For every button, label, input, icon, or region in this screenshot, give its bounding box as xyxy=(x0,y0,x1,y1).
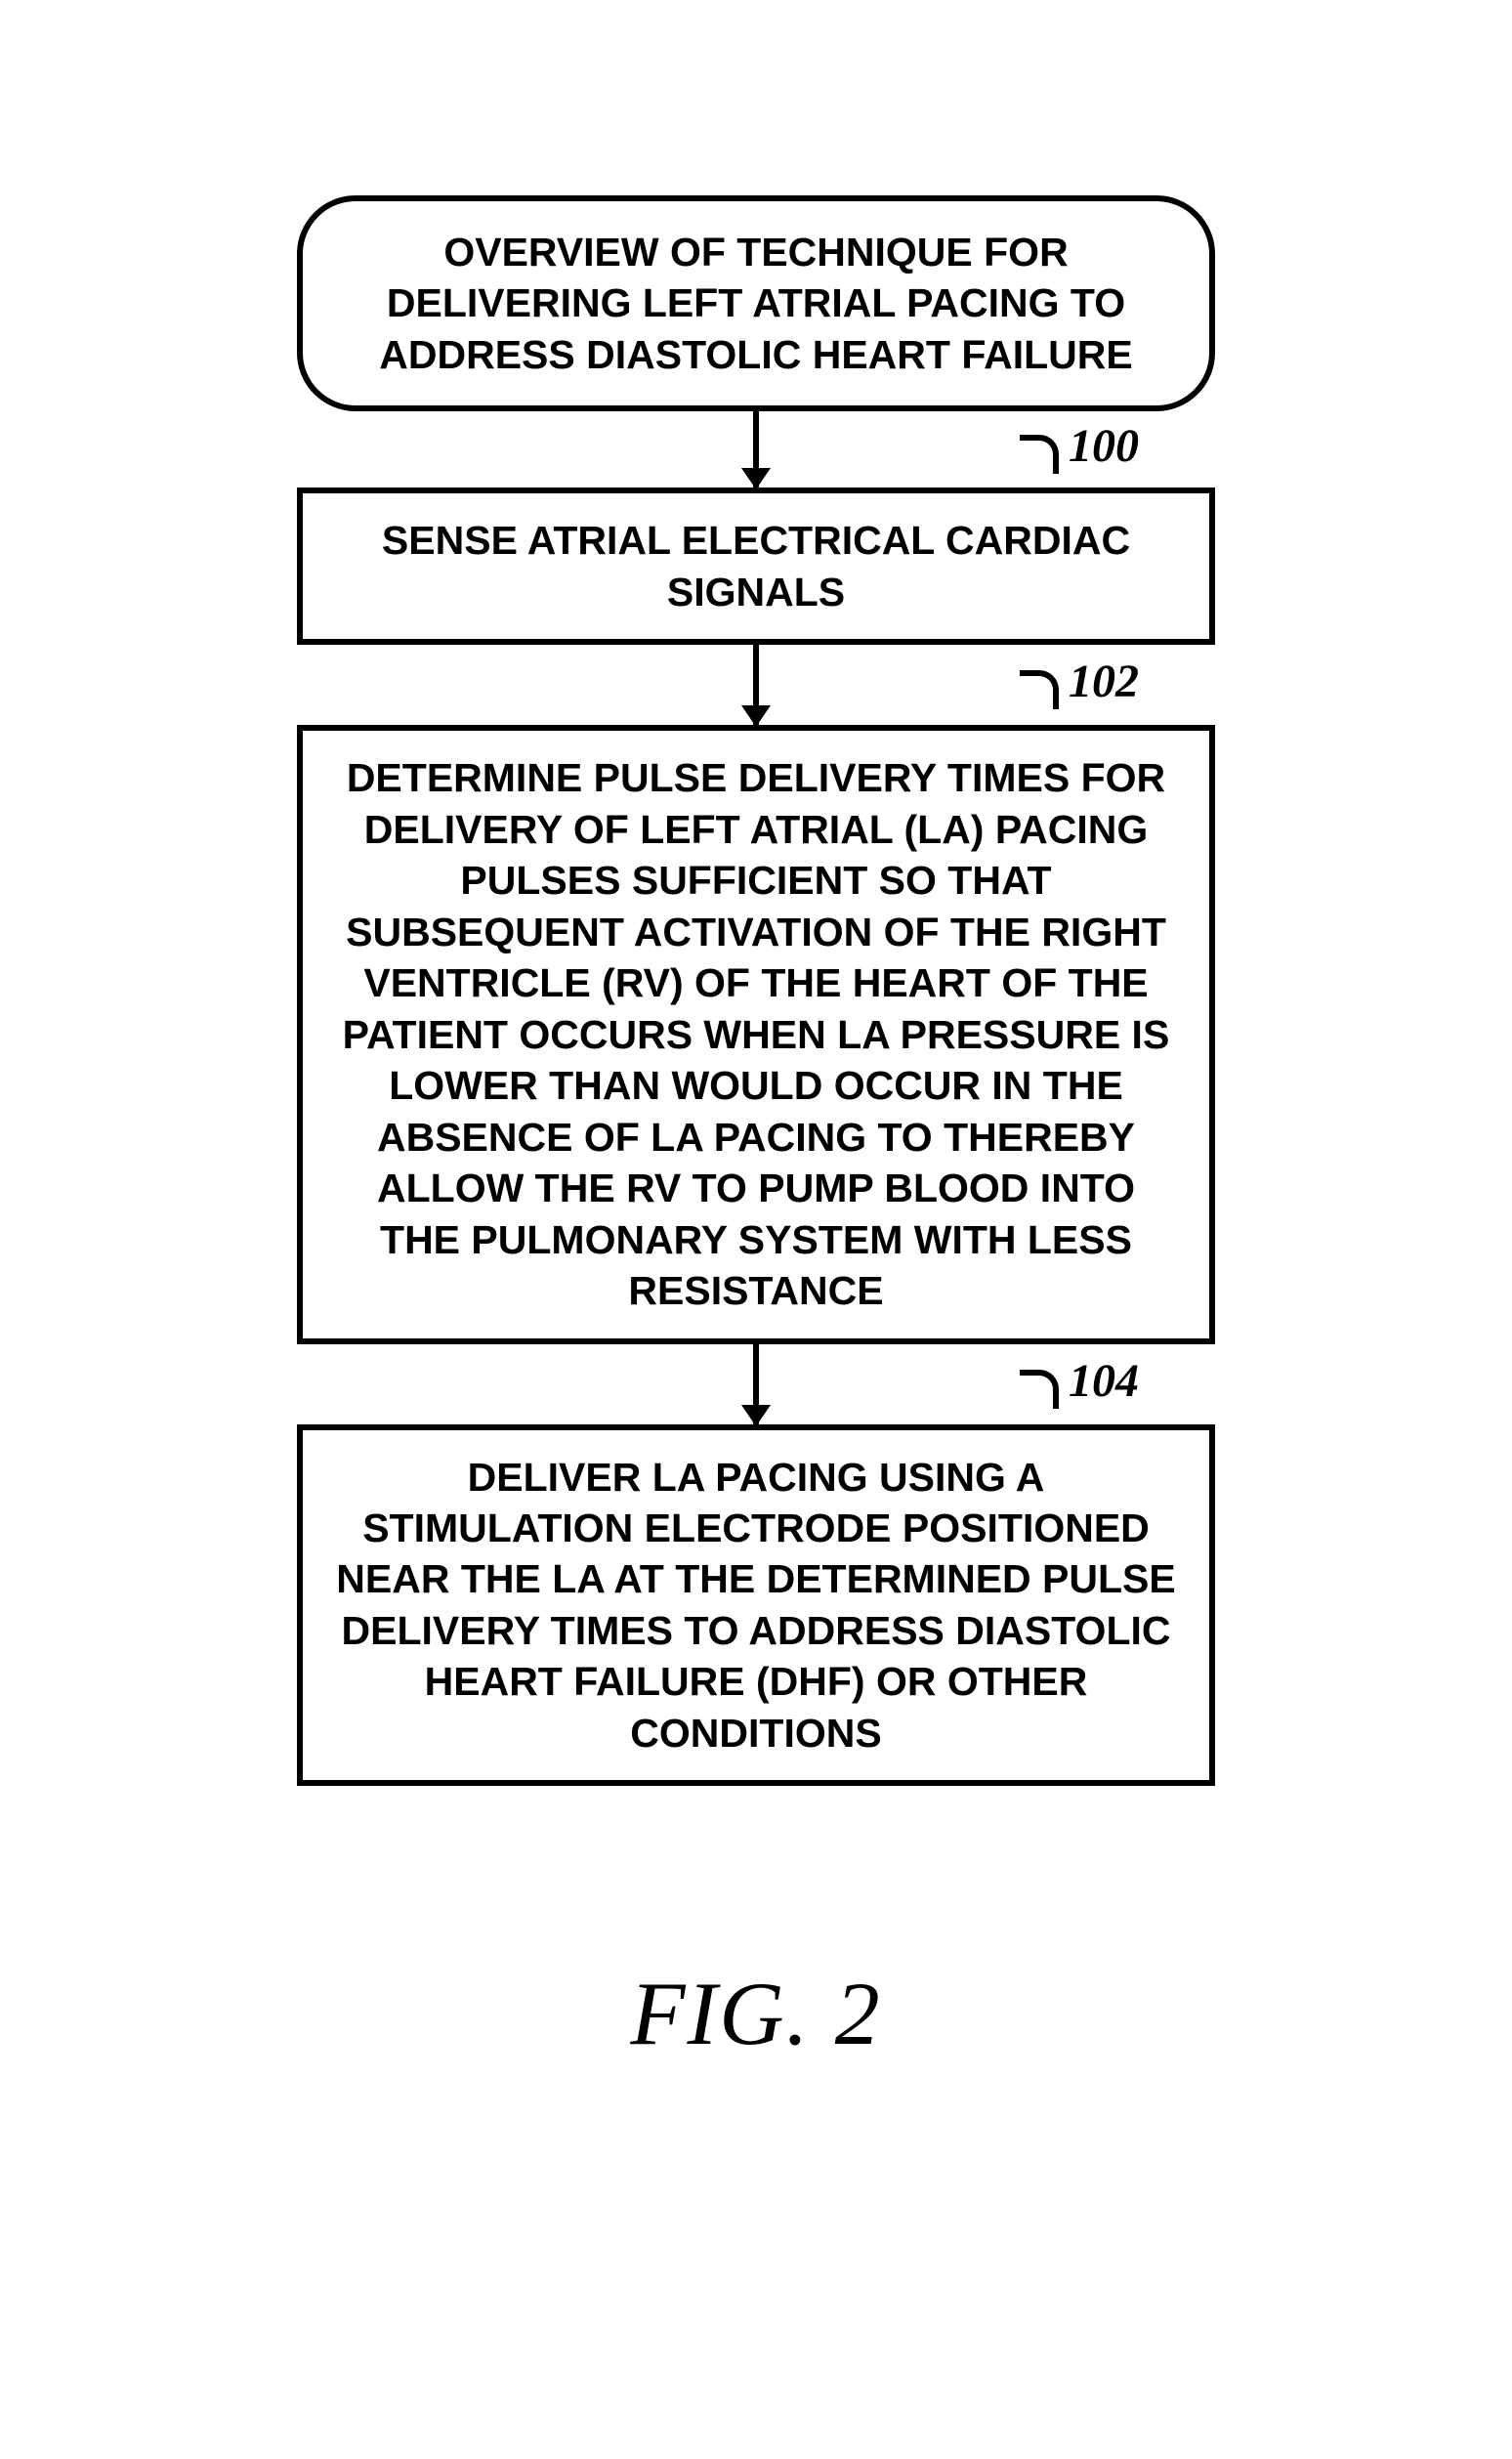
connector-1 xyxy=(753,411,759,488)
step-text-104: DELIVER LA PACING USING A STIMULATION EL… xyxy=(336,1455,1176,1756)
flow-title-text: OVERVIEW OF TECHNIQUE FOR DELIVERING LEF… xyxy=(379,230,1132,377)
ref-label-102: 102 xyxy=(1069,655,1139,708)
flowchart-container: OVERVIEW OF TECHNIQUE FOR DELIVERING LEF… xyxy=(277,195,1235,1786)
ref-label-100: 100 xyxy=(1069,419,1139,473)
connector-2 xyxy=(753,645,759,725)
connector-wrap-1: 100 xyxy=(277,411,1235,488)
ref-hook-102 xyxy=(1020,670,1059,709)
step-box-102: DETERMINE PULSE DELIVERY TIMES FOR DELIV… xyxy=(297,725,1215,1343)
ref-label-104: 104 xyxy=(1069,1354,1139,1408)
connector-3 xyxy=(753,1344,759,1424)
step-box-100: SENSE ATRIAL ELECTRICAL CARDIAC SIGNALS xyxy=(297,488,1215,645)
ref-hook-104 xyxy=(1020,1370,1059,1409)
step-text-102: DETERMINE PULSE DELIVERY TIMES FOR DELIV… xyxy=(343,755,1170,1313)
flow-title-box: OVERVIEW OF TECHNIQUE FOR DELIVERING LEF… xyxy=(297,195,1215,411)
ref-hook-100 xyxy=(1020,435,1059,474)
arrowhead-2 xyxy=(741,705,771,727)
connector-wrap-3: 104 xyxy=(277,1344,1235,1424)
figure-caption: FIG. 2 xyxy=(0,1962,1512,2065)
arrowhead-3 xyxy=(741,1405,771,1426)
arrowhead-1 xyxy=(741,468,771,489)
connector-wrap-2: 102 xyxy=(277,645,1235,725)
step-text-100: SENSE ATRIAL ELECTRICAL CARDIAC SIGNALS xyxy=(382,518,1130,614)
step-box-104: DELIVER LA PACING USING A STIMULATION EL… xyxy=(297,1424,1215,1787)
